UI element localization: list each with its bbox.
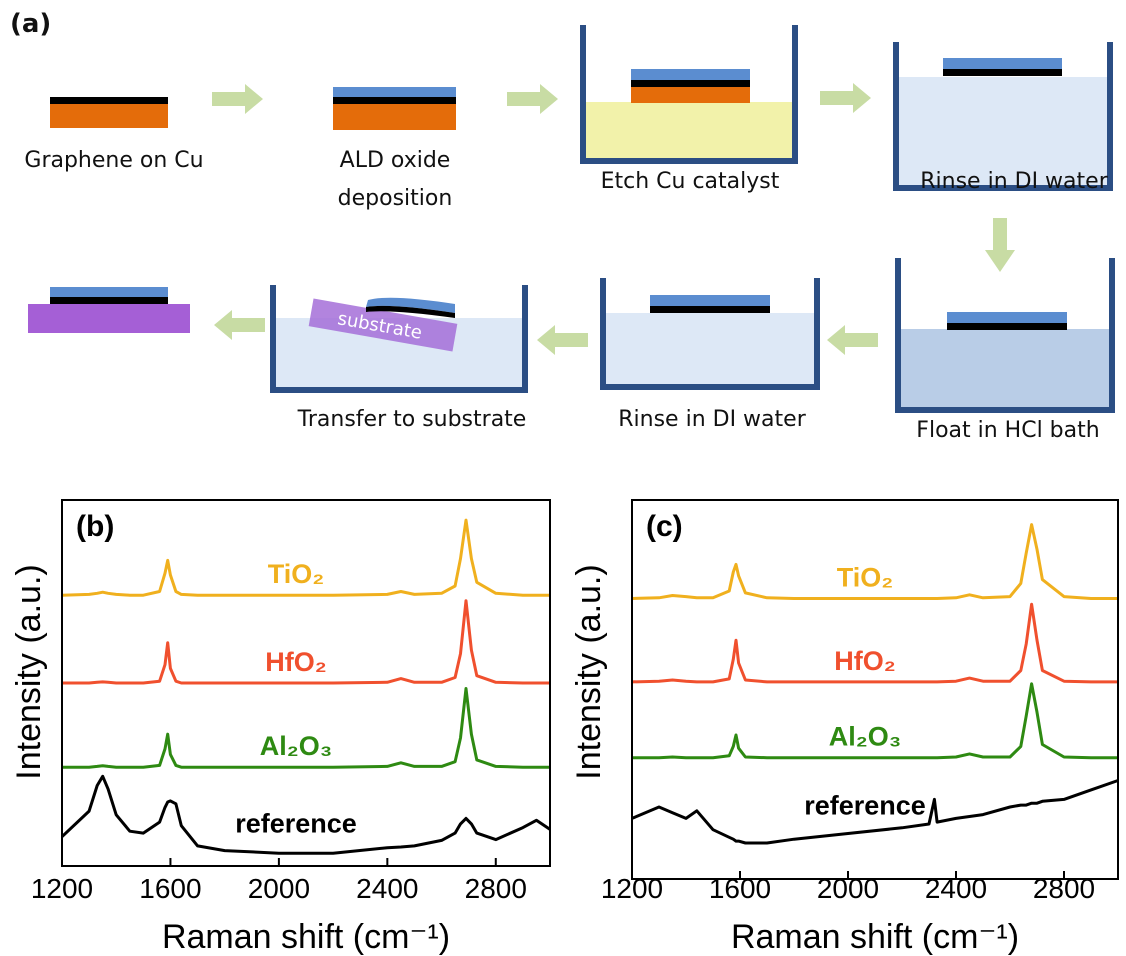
step-label: Float in HCl bath	[916, 418, 1099, 443]
arrow	[985, 218, 1015, 272]
process-diagram: (a)	[10, 9, 1115, 443]
x-tick-label: 1600	[709, 873, 771, 904]
copper	[333, 104, 456, 130]
graphene	[943, 69, 1062, 76]
oxide	[333, 87, 456, 97]
arrow	[537, 325, 588, 355]
series-label: TiO₂	[837, 563, 894, 593]
oxide	[631, 69, 750, 80]
spectrum-line	[62, 687, 550, 769]
step-label: Rinse in DI water	[920, 169, 1108, 194]
x-tick-label: 2400	[356, 873, 418, 904]
copper	[631, 87, 750, 103]
x-tick-label: 2400	[925, 873, 987, 904]
x-tick-label: 2000	[248, 873, 310, 904]
graphene	[650, 306, 770, 313]
graphene	[333, 97, 456, 104]
spectrum-line	[62, 599, 550, 685]
series-label: Al₂O₃	[829, 722, 901, 752]
step-label: Etch Cu catalyst	[601, 169, 780, 194]
panel-label: (c)	[646, 510, 683, 543]
series-label: reference	[235, 809, 357, 839]
water	[605, 313, 815, 385]
arrow	[820, 83, 871, 113]
spectrum-line	[61, 518, 550, 597]
series-label: Al₂O₃	[260, 731, 332, 761]
graphene	[366, 305, 455, 318]
spectrum-line	[631, 779, 1119, 845]
water	[898, 77, 1108, 186]
oxide	[366, 297, 455, 313]
spectrum-line	[632, 682, 1118, 760]
step-label: Rinse in DI water	[618, 407, 806, 432]
beaker	[895, 258, 1115, 413]
step-label: Graphene on Cu	[24, 148, 203, 173]
x-axis-label: Raman shift (cm⁻¹)	[162, 918, 450, 956]
panel-label: (b)	[76, 510, 114, 543]
x-tick-label: 2800	[1033, 873, 1095, 904]
spectrum-line	[631, 523, 1118, 600]
arrow	[507, 84, 558, 114]
arrow	[827, 325, 878, 355]
plot-frame	[61, 499, 551, 867]
oxide	[943, 58, 1062, 69]
plot-frame	[631, 499, 1119, 880]
x-tick-label: 1600	[139, 873, 201, 904]
y-axis-label: Intensity (a.u.)	[570, 564, 608, 779]
step-label: ALD oxide	[340, 148, 451, 173]
beaker	[893, 42, 1113, 191]
graphene	[50, 97, 168, 104]
beaker	[270, 285, 528, 393]
step-label: deposition	[338, 186, 453, 211]
substrate	[28, 304, 190, 333]
spectrum-line	[631, 602, 1118, 684]
series-label: reference	[804, 790, 926, 820]
x-tick-label: 2000	[817, 873, 879, 904]
etchant	[586, 102, 792, 158]
oxide	[50, 287, 168, 297]
panel-label: (a)	[10, 9, 51, 39]
arrow	[214, 310, 265, 340]
substrate	[308, 298, 458, 352]
graphene	[947, 323, 1067, 330]
series-label: HfO₂	[265, 647, 327, 677]
series-label: TiO₂	[268, 559, 325, 589]
step-label: Transfer to substrate	[297, 407, 527, 432]
x-axis-label: Raman shift (cm⁻¹)	[731, 918, 1019, 956]
spectrum-line	[60, 774, 551, 855]
beaker	[600, 278, 820, 390]
x-tick-label: 2800	[465, 873, 527, 904]
oxide	[650, 295, 770, 306]
copper	[50, 104, 168, 128]
x-tick-label: 1200	[31, 873, 93, 904]
hcl-bath	[900, 329, 1110, 408]
y-axis-label: Intensity (a.u.)	[10, 564, 48, 779]
arrow	[212, 84, 263, 114]
graphene	[50, 297, 168, 304]
oxide	[947, 312, 1067, 323]
series-label: HfO₂	[834, 646, 896, 676]
beaker	[580, 25, 798, 164]
spectrum-chart: TiO₂ HfO₂ Al₂O₃ reference 1200 1600 2000 2400 28…	[10, 499, 551, 956]
graphene	[631, 80, 750, 87]
